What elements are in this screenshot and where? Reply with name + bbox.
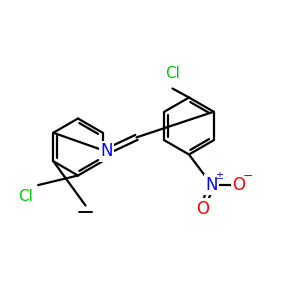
Text: N: N	[100, 142, 113, 160]
Text: Cl: Cl	[18, 189, 33, 204]
Text: −: −	[243, 169, 253, 183]
Text: Cl: Cl	[165, 66, 180, 81]
Text: O: O	[196, 200, 209, 217]
Text: ±: ±	[215, 171, 223, 181]
Text: N: N	[205, 176, 218, 194]
Text: O: O	[232, 176, 245, 194]
